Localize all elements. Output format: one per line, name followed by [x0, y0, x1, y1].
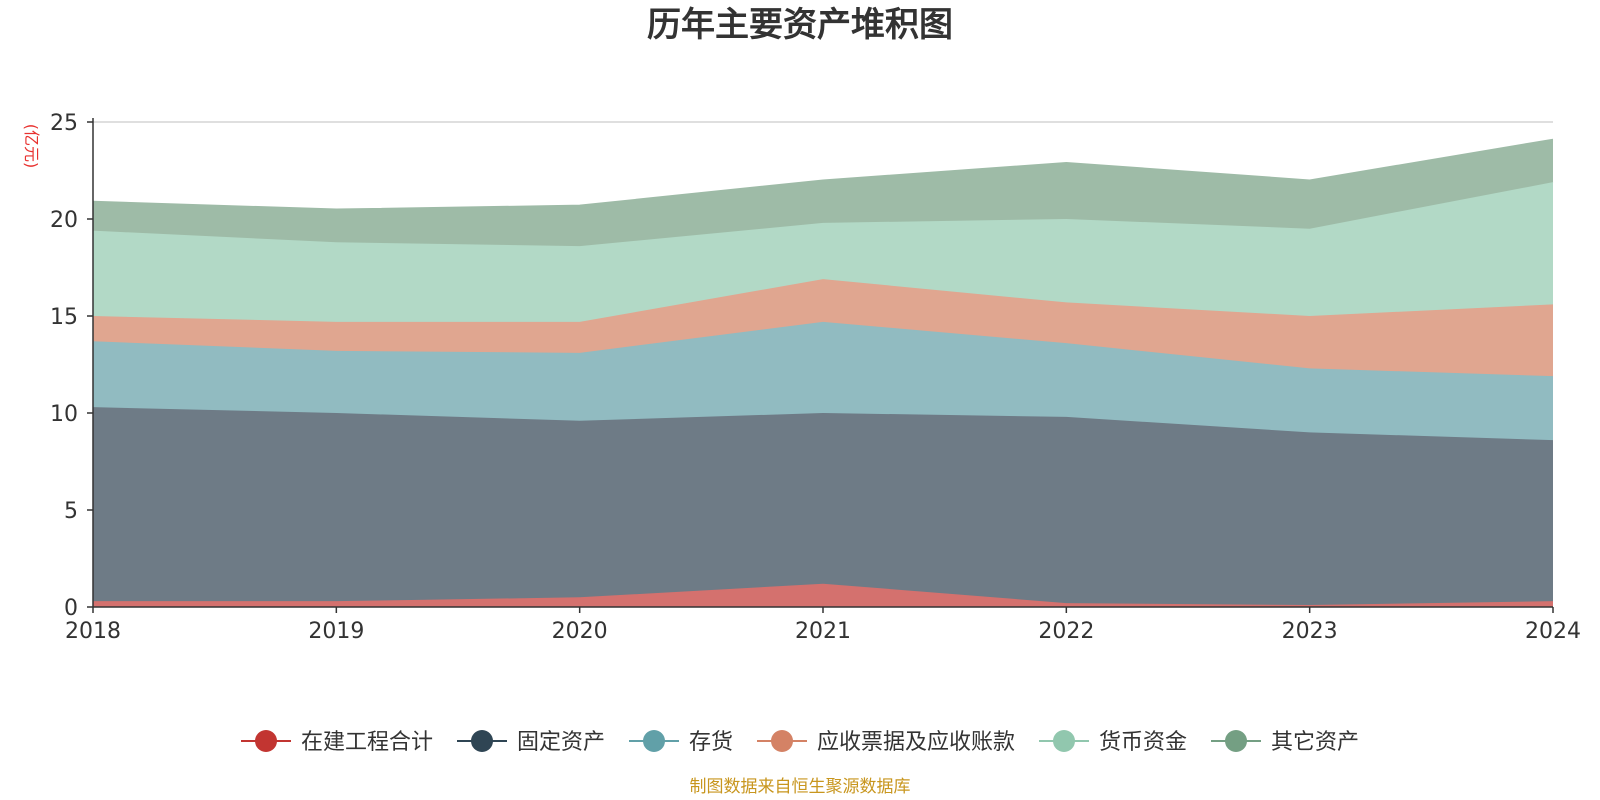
- x-tick-label: 2024: [1525, 619, 1581, 644]
- x-tick-label: 2018: [65, 619, 121, 644]
- legend-marker: [255, 730, 277, 752]
- area-series-6: [93, 139, 1553, 247]
- y-tick-label: 15: [50, 305, 78, 330]
- legend-item-2[interactable]: 固定资产: [457, 730, 605, 755]
- x-tick-label: 2021: [795, 619, 851, 644]
- x-tick-label: 2022: [1038, 619, 1094, 644]
- y-tick-label: 20: [50, 208, 78, 233]
- area-series-3: [93, 321, 1553, 441]
- source-note: 制图数据来自恒生聚源数据库: [690, 777, 911, 797]
- legend-marker: [471, 730, 493, 752]
- legend-label: 其它资产: [1271, 730, 1359, 755]
- legend-marker: [1225, 730, 1247, 752]
- legend-item-3[interactable]: 存货: [629, 730, 733, 755]
- y-tick-label: 25: [50, 111, 78, 136]
- legend-marker: [643, 730, 665, 752]
- legend-item-5[interactable]: 货币资金: [1039, 730, 1187, 755]
- area-series: [92, 138, 1554, 607]
- area-series-4: [93, 279, 1553, 377]
- x-tick-label: 2023: [1282, 619, 1338, 644]
- legend-item-4[interactable]: 应收票据及应收账款: [757, 730, 1015, 755]
- chart-title: 历年主要资产堆积图: [647, 5, 953, 45]
- y-tick-label: 5: [64, 499, 78, 524]
- legend-label: 存货: [689, 730, 733, 755]
- y-tick-label: 0: [64, 596, 78, 621]
- legend-label: 应收票据及应收账款: [817, 730, 1015, 755]
- area-series-5: [93, 182, 1553, 322]
- x-tick-label: 2020: [552, 619, 608, 644]
- x-tick-label: 2019: [308, 619, 364, 644]
- legend-label: 在建工程合计: [301, 730, 433, 755]
- legend-item-6[interactable]: 其它资产: [1211, 730, 1359, 755]
- y-tick-label: 10: [50, 402, 78, 427]
- legend-item-1[interactable]: 在建工程合计: [241, 730, 433, 755]
- legend-label: 货币资金: [1099, 730, 1187, 755]
- y-axis-unit-label: (亿元): [22, 124, 41, 169]
- area-series-1: [93, 583, 1553, 607]
- legend-marker: [771, 730, 793, 752]
- axes: 0 5 10 15 20 25 2018 2019 2020 2021 2022 2023 2024: [50, 111, 1581, 644]
- legend: 在建工程合计 固定资产 存货 应收票据及应收账款 货币资金 其它资产: [241, 730, 1359, 755]
- area-series-2: [93, 407, 1553, 606]
- legend-label: 固定资产: [517, 730, 605, 755]
- series-line-6: [92, 138, 1554, 211]
- legend-marker: [1053, 730, 1075, 752]
